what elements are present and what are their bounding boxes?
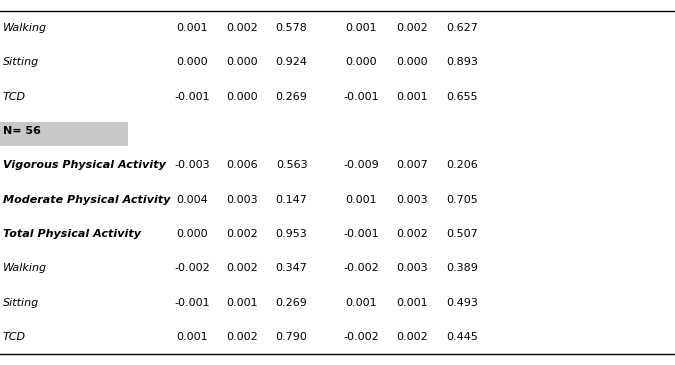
Text: 0.000: 0.000 [177, 57, 208, 68]
Text: 0.269: 0.269 [275, 297, 308, 308]
Text: 0.001: 0.001 [177, 23, 208, 33]
Text: 0.002: 0.002 [225, 23, 258, 33]
Bar [0, 122, 128, 146]
Text: -0.001: -0.001 [175, 297, 210, 308]
Text: 0.790: 0.790 [275, 332, 308, 342]
Text: 0.953: 0.953 [275, 229, 308, 239]
Text: 0.269: 0.269 [275, 92, 308, 102]
Text: 0.493: 0.493 [446, 297, 479, 308]
Text: Total Physical Activity: Total Physical Activity [3, 229, 140, 239]
Text: 0.007: 0.007 [396, 160, 428, 170]
Text: 0.000: 0.000 [226, 57, 257, 68]
Text: Vigorous Physical Activity: Vigorous Physical Activity [3, 160, 165, 170]
Text: -0.002: -0.002 [344, 332, 379, 342]
Text: 0.002: 0.002 [396, 332, 428, 342]
Text: Moderate Physical Activity: Moderate Physical Activity [3, 195, 170, 205]
Text: 0.002: 0.002 [225, 332, 258, 342]
Text: TCD: TCD [3, 92, 26, 102]
Text: 0.000: 0.000 [177, 229, 208, 239]
Text: 0.002: 0.002 [225, 229, 258, 239]
Text: 0.002: 0.002 [396, 23, 428, 33]
Text: Walking: Walking [3, 263, 47, 273]
Text: -0.003: -0.003 [175, 160, 210, 170]
Text: -0.001: -0.001 [344, 229, 379, 239]
Text: 0.003: 0.003 [396, 263, 427, 273]
Text: -0.001: -0.001 [344, 92, 379, 102]
Text: 0.001: 0.001 [346, 195, 377, 205]
Text: Sitting: Sitting [3, 57, 39, 68]
Text: 0.924: 0.924 [275, 57, 308, 68]
Text: 0.001: 0.001 [396, 92, 427, 102]
Text: -0.002: -0.002 [175, 263, 210, 273]
Text: N= 56: N= 56 [3, 126, 40, 136]
Text: 0.578: 0.578 [275, 23, 308, 33]
Text: 0.507: 0.507 [446, 229, 479, 239]
Text: 0.004: 0.004 [176, 195, 209, 205]
Text: 0.000: 0.000 [396, 57, 427, 68]
Text: 0.002: 0.002 [396, 229, 428, 239]
Text: 0.000: 0.000 [226, 92, 257, 102]
Text: 0.002: 0.002 [225, 263, 258, 273]
Text: -0.002: -0.002 [344, 263, 379, 273]
Text: 0.445: 0.445 [446, 332, 479, 342]
Text: 0.001: 0.001 [346, 297, 377, 308]
Text: 0.003: 0.003 [396, 195, 427, 205]
Text: -0.001: -0.001 [175, 92, 210, 102]
Text: 0.001: 0.001 [346, 23, 377, 33]
Text: 0.206: 0.206 [446, 160, 479, 170]
Text: 0.347: 0.347 [275, 263, 308, 273]
Text: 0.563: 0.563 [276, 160, 307, 170]
Text: -0.009: -0.009 [344, 160, 379, 170]
Text: 0.147: 0.147 [275, 195, 308, 205]
Text: 0.389: 0.389 [446, 263, 479, 273]
Text: 0.006: 0.006 [226, 160, 257, 170]
Text: 0.000: 0.000 [346, 57, 377, 68]
Text: 0.001: 0.001 [177, 332, 208, 342]
Text: Sitting: Sitting [3, 297, 39, 308]
Text: 0.705: 0.705 [446, 195, 479, 205]
Text: 0.003: 0.003 [226, 195, 257, 205]
Text: 0.001: 0.001 [396, 297, 427, 308]
Text: 0.001: 0.001 [226, 297, 257, 308]
Text: TCD: TCD [3, 332, 26, 342]
Text: Walking: Walking [3, 23, 47, 33]
Text: 0.893: 0.893 [446, 57, 479, 68]
Text: 0.627: 0.627 [446, 23, 479, 33]
Text: 0.655: 0.655 [447, 92, 478, 102]
